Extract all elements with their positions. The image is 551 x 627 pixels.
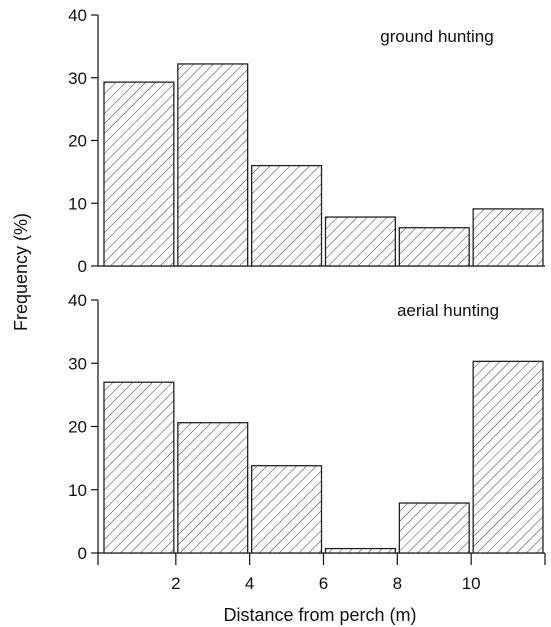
- x-tick-label: 8: [393, 574, 402, 593]
- histogram-bar: [103, 81, 175, 267]
- histogram-bar: [177, 63, 249, 267]
- x-axis: 2 4 6 8 10: [97, 553, 546, 593]
- ground-hunting-panel: 0 10 20 30 40 ground hunting: [68, 6, 545, 276]
- y-tick-label: 20: [68, 418, 87, 437]
- y-tick-label: 20: [68, 132, 87, 151]
- x-tick-label: 2: [171, 574, 180, 593]
- y-tick-label: 30: [68, 69, 87, 88]
- y-tick-label: 0: [78, 257, 87, 276]
- histogram-bar: [398, 227, 470, 267]
- x-tick-label: 10: [462, 574, 481, 593]
- panel-label: ground hunting: [380, 27, 493, 46]
- y-tick-label: 40: [68, 291, 87, 310]
- histogram-bar: [177, 422, 249, 554]
- y-tick-label: 10: [68, 481, 87, 500]
- histogram-bar: [324, 547, 396, 554]
- x-axis-title: Distance from perch (m): [223, 605, 416, 625]
- y-tick-label: 30: [68, 354, 87, 373]
- y-axis-title: Frequency (%): [11, 213, 31, 331]
- histogram-bar: [472, 360, 544, 554]
- panel-label: aerial hunting: [397, 301, 499, 320]
- x-tick-label: 6: [319, 574, 328, 593]
- histogram-bar: [103, 381, 175, 554]
- histogram-bar: [324, 216, 396, 267]
- x-tick-label: 4: [245, 574, 254, 593]
- histogram-bar: [398, 502, 470, 554]
- histogram-bar: [251, 465, 323, 554]
- y-tick-label: 0: [78, 544, 87, 563]
- histogram-bar: [251, 164, 323, 267]
- y-tick-label: 40: [68, 6, 87, 25]
- histogram-bar: [472, 208, 544, 267]
- aerial-hunting-panel: 0 10 20 30 40 aerial hunting: [68, 291, 545, 563]
- y-tick-label: 10: [68, 194, 87, 213]
